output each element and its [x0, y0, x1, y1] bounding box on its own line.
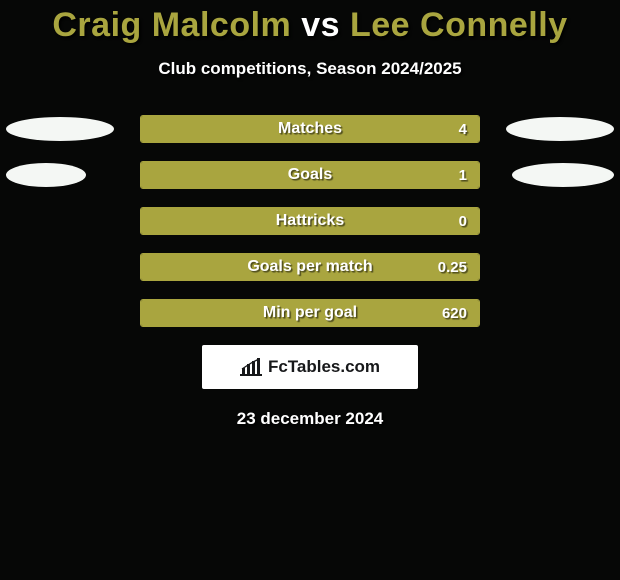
right-ellipse — [506, 117, 614, 141]
stat-row: Goals per match0.25 — [0, 253, 620, 281]
subtitle: Club competitions, Season 2024/2025 — [0, 59, 620, 79]
title-player2: Lee Connelly — [350, 6, 568, 44]
stat-bar: Goals1 — [140, 161, 480, 189]
stat-row: Goals1 — [0, 161, 620, 189]
title-player1: Craig Malcolm — [52, 6, 291, 44]
stat-bar: Hattricks0 — [140, 207, 480, 235]
stat-bar: Matches4 — [140, 115, 480, 143]
stat-bar-fill — [141, 208, 479, 234]
brand-text: FcTables.com — [268, 357, 380, 377]
stat-bar-fill — [141, 116, 479, 142]
title-vs: vs — [301, 6, 340, 44]
brand-badge: FcTables.com — [202, 345, 418, 389]
bar-chart-icon — [240, 358, 262, 376]
date-text: 23 december 2024 — [0, 409, 620, 429]
comparison-infographic: Craig Malcolm vs Lee Connelly Club compe… — [0, 0, 620, 580]
right-ellipse — [512, 163, 614, 187]
page-title: Craig Malcolm vs Lee Connelly — [0, 0, 620, 45]
stat-rows: Matches4 Goals1 Hattricks0 Goals per match0… — [0, 115, 620, 327]
stat-bar-fill — [141, 162, 479, 188]
stat-row: Matches4 — [0, 115, 620, 143]
stat-bar: Min per goal620 — [140, 299, 480, 327]
stat-row: Min per goal620 — [0, 299, 620, 327]
stat-bar-fill — [141, 254, 479, 280]
left-ellipse — [6, 163, 86, 187]
left-ellipse — [6, 117, 114, 141]
stat-bar: Goals per match0.25 — [140, 253, 480, 281]
stat-row: Hattricks0 — [0, 207, 620, 235]
stat-bar-fill — [141, 300, 479, 326]
